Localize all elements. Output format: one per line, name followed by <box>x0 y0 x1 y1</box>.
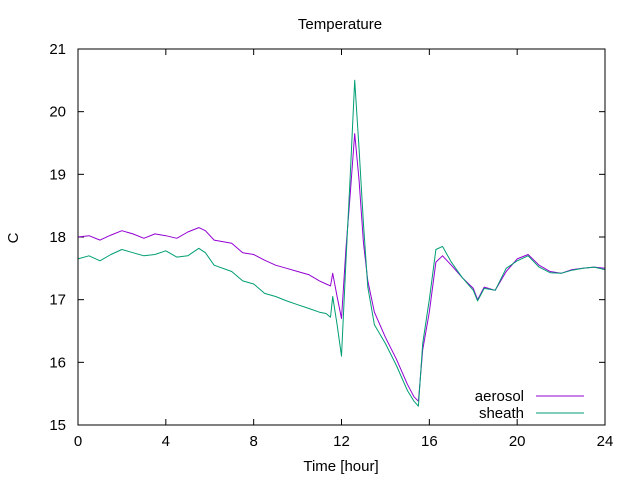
y-tick-label: 15 <box>49 417 66 434</box>
x-tick-label: 8 <box>249 433 257 450</box>
x-tick-label: 0 <box>74 433 82 450</box>
x-tick-label: 12 <box>333 433 350 450</box>
y-tick-label: 19 <box>49 166 66 183</box>
x-tick-label: 4 <box>162 433 170 450</box>
y-tick-label: 21 <box>49 41 66 58</box>
series-lines <box>77 79 606 407</box>
axis-ticks: 0 4 8 12 16 20 24 15 16 17 18 19 20 21 <box>49 41 613 450</box>
legend-label-aerosol: aerosol <box>475 388 524 405</box>
series-line-sheath <box>77 79 606 407</box>
x-tick-label: 24 <box>597 433 614 450</box>
y-axis-label: C <box>5 232 22 243</box>
x-axis-label: Time [hour] <box>303 458 378 475</box>
plot-frame <box>77 48 606 426</box>
y-tick-label: 18 <box>49 229 66 246</box>
x-tick-label: 16 <box>421 433 438 450</box>
x-tick-label: 20 <box>509 433 526 450</box>
legend-label-sheath: sheath <box>479 405 524 422</box>
y-tick-label: 16 <box>49 354 66 371</box>
series-line-aerosol <box>77 133 606 402</box>
y-tick-label: 20 <box>49 104 66 121</box>
y-tick-label: 17 <box>49 292 66 309</box>
chart-title: Temperature <box>298 16 382 33</box>
